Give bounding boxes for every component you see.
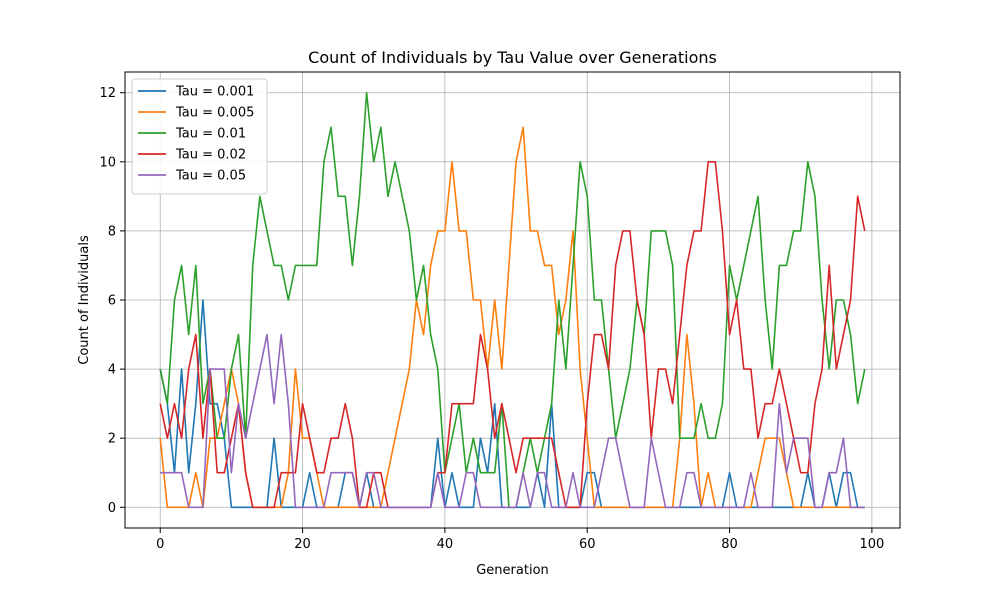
legend-label-3: Tau = 0.01	[175, 127, 246, 142]
series-line-5	[160, 333, 865, 509]
y-tick-label: 8	[108, 224, 116, 239]
legend-label-5: Tau = 0.05	[175, 169, 246, 184]
x-tick-label: 20	[294, 537, 311, 552]
legend-label-4: Tau = 0.02	[175, 148, 246, 163]
y-tick-label: 0	[108, 501, 116, 516]
x-tick-label: 60	[579, 537, 596, 552]
series-group	[159, 91, 866, 509]
legend: Tau = 0.001 Tau = 0.005 Tau = 0.01 Tau = 0.…	[131, 78, 268, 195]
ticks: 0 20 40 60 80 100 0 2 4 6 8 10 12	[99, 86, 884, 552]
y-tick-label: 2	[108, 432, 116, 447]
legend-box	[131, 78, 268, 195]
x-axis-label: Generation	[476, 563, 549, 578]
x-tick-label: 100	[859, 537, 884, 552]
chart-title: Count of Individuals by Tau Value over G…	[308, 48, 717, 67]
x-tick-label: 80	[721, 537, 738, 552]
x-tick-label: 0	[156, 537, 164, 552]
y-tick-label: 6	[108, 294, 116, 309]
series-line-4	[159, 161, 866, 509]
x-tick-label: 40	[437, 537, 454, 552]
y-tick-label: 10	[99, 155, 116, 170]
legend-label-1: Tau = 0.001	[175, 85, 254, 100]
series-line-2	[159, 126, 865, 509]
y-tick-label: 4	[108, 363, 116, 378]
legend-label-2: Tau = 0.005	[175, 106, 254, 121]
y-axis-label: Count of Individuals	[77, 235, 92, 365]
y-tick-label: 12	[99, 86, 116, 101]
